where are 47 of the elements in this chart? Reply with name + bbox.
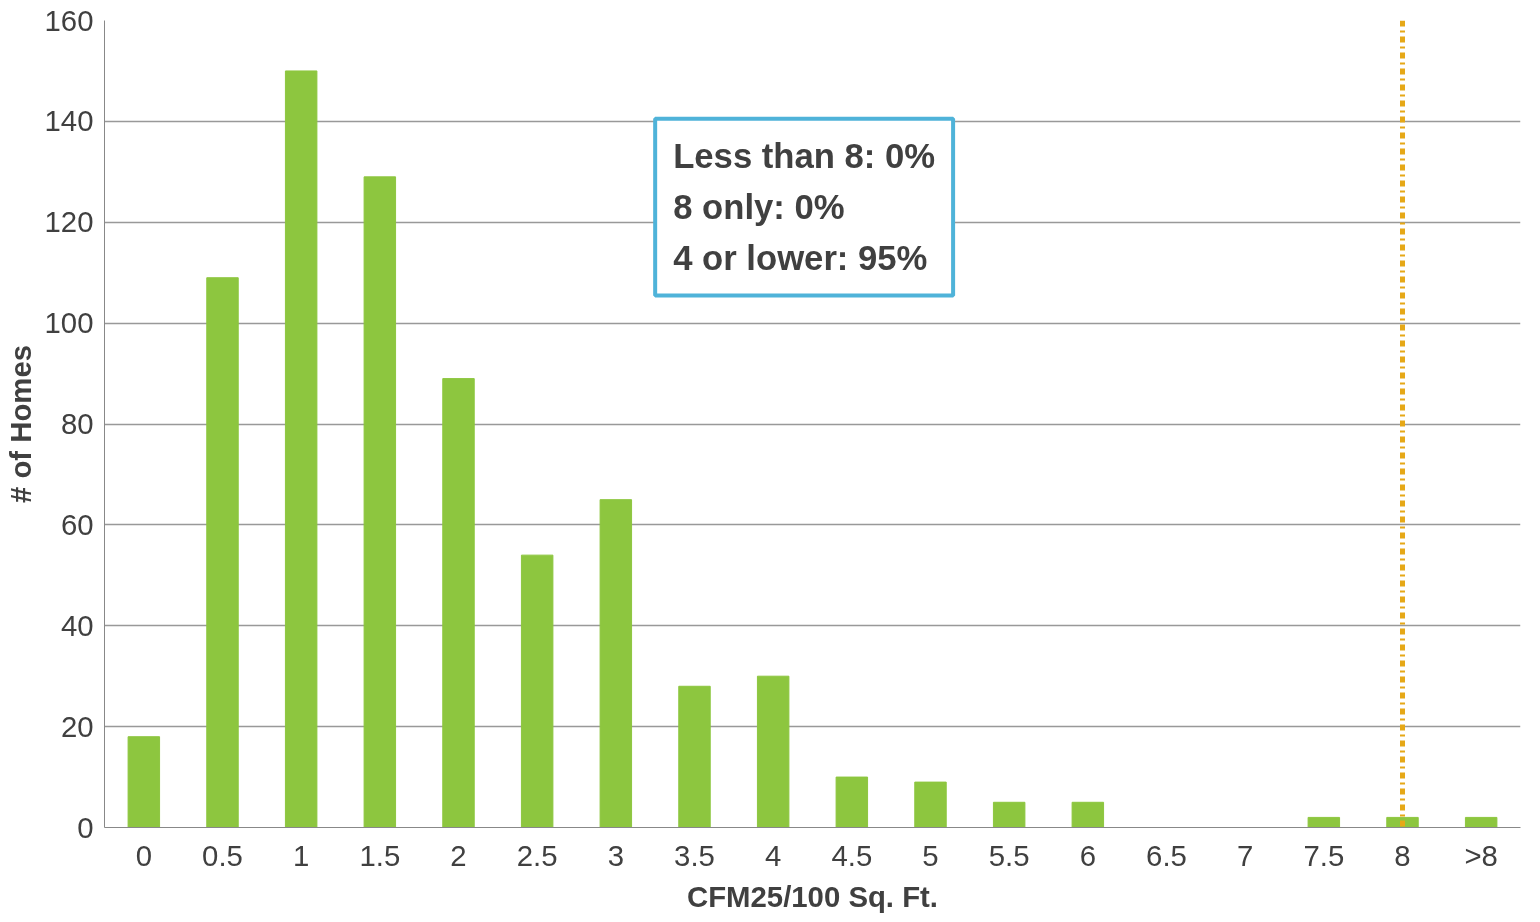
y-tick-label: 0	[77, 810, 94, 844]
bar	[599, 499, 633, 828]
x-tick-label: 1.5	[359, 838, 401, 872]
y-tick-label: 100	[44, 306, 94, 340]
x-tick-label: 0	[135, 838, 152, 872]
x-tick-label: 5.5	[988, 838, 1030, 872]
x-tick-label: 6	[1079, 838, 1096, 872]
y-tick-label: 40	[60, 608, 94, 642]
bar	[520, 554, 554, 828]
y-tick-label: 140	[44, 104, 94, 138]
annotation: 4 or lower: 95%	[673, 239, 928, 278]
bar	[206, 277, 239, 828]
x-axis-title: CFM25/100 Sq. Ft.	[687, 879, 938, 913]
x-tick-label: 2.5	[516, 838, 558, 872]
y-tick-label: 120	[44, 205, 94, 239]
bar	[1071, 801, 1105, 828]
x-tick-label: 7	[1237, 838, 1254, 872]
y-tick-label: 80	[60, 407, 94, 440]
x-tick-label: 3	[607, 838, 624, 872]
x-tick-label: 1	[293, 838, 310, 872]
x-tick-label: >8	[1464, 838, 1498, 872]
y-tick-label: 20	[60, 709, 94, 743]
x-tick-label: 8	[1394, 838, 1411, 872]
bar	[1464, 816, 1498, 828]
bar	[914, 781, 947, 828]
x-tick-label: 6.5	[1146, 838, 1187, 872]
x-tick-label: 5	[922, 838, 939, 872]
x-tick-label: 4	[765, 838, 782, 872]
bar	[284, 70, 318, 828]
bar	[756, 675, 790, 828]
y-axis-title: # of Homes	[3, 344, 37, 504]
bar	[678, 685, 711, 828]
bar	[363, 176, 397, 828]
bar	[1307, 816, 1341, 828]
annotation: 8 only: 0%	[673, 188, 845, 227]
bar	[992, 801, 1026, 828]
y-tick-label: 160	[44, 3, 94, 37]
bar	[835, 776, 869, 828]
x-tick-label: 3.5	[674, 838, 715, 872]
annotation: Less than 8: 0%	[673, 136, 936, 175]
x-tick-label: 4.5	[831, 838, 873, 872]
bar	[127, 736, 161, 828]
x-tick-label: 0.5	[202, 838, 243, 872]
y-tick-label: 60	[60, 507, 94, 541]
x-tick-label: 7.5	[1303, 838, 1345, 872]
x-tick-label: 2	[450, 838, 467, 872]
bar	[442, 378, 475, 828]
